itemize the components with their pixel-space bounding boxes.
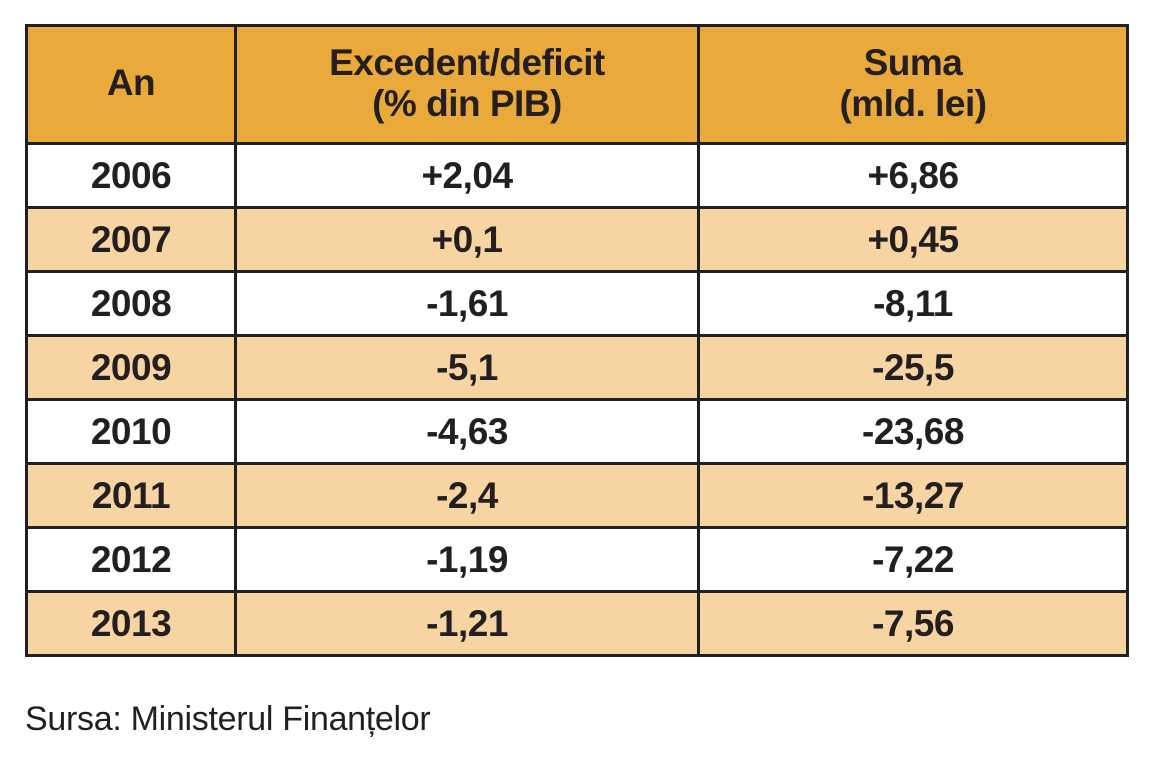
cell-sum: +0,45 — [697, 206, 1129, 273]
source-note: Sursa: Ministerul Finanțelor — [25, 700, 431, 738]
cell-year: 2007 — [25, 206, 237, 273]
table-row: 2013 -1,21 -7,56 — [25, 590, 1129, 657]
cell-sum: -7,22 — [697, 526, 1129, 593]
cell-percent: -4,63 — [234, 398, 700, 465]
cell-sum: -25,5 — [697, 334, 1129, 401]
cell-sum: -13,27 — [697, 462, 1129, 529]
cell-percent: -2,4 — [234, 462, 700, 529]
header-percent: Excedent/deficit (% din PIB) — [234, 24, 700, 145]
cell-sum: +6,86 — [697, 142, 1129, 209]
cell-sum: -8,11 — [697, 270, 1129, 337]
table-row: 2008 -1,61 -8,11 — [25, 270, 1129, 337]
deficit-table-container: An Excedent/deficit (% din PIB) Suma (ml… — [25, 24, 1129, 657]
table-row: 2007 +0,1 +0,45 — [25, 206, 1129, 273]
header-percent-label: Excedent/deficit — [329, 41, 605, 83]
cell-year: 2013 — [25, 590, 237, 657]
cell-sum: -7,56 — [697, 590, 1129, 657]
cell-year: 2008 — [25, 270, 237, 337]
cell-year: 2006 — [25, 142, 237, 209]
cell-percent: +0,1 — [234, 206, 700, 273]
cell-percent: -1,21 — [234, 590, 700, 657]
cell-year: 2011 — [25, 462, 237, 529]
cell-year: 2010 — [25, 398, 237, 465]
header-year-label: An — [106, 62, 156, 103]
cell-percent: +2,04 — [234, 142, 700, 209]
header-sum-label: Suma — [863, 41, 963, 83]
cell-percent: -1,19 — [234, 526, 700, 593]
header-sum-unit: (mld. lei) — [839, 82, 987, 124]
table-header: An Excedent/deficit (% din PIB) Suma (ml… — [25, 24, 1129, 145]
cell-percent: -1,61 — [234, 270, 700, 337]
cell-year: 2009 — [25, 334, 237, 401]
table-row: 2011 -2,4 -13,27 — [25, 462, 1129, 529]
header-row: An Excedent/deficit (% din PIB) Suma (ml… — [25, 24, 1129, 145]
cell-percent: -5,1 — [234, 334, 700, 401]
header-percent-unit: (% din PIB) — [372, 82, 562, 124]
deficit-table: An Excedent/deficit (% din PIB) Suma (ml… — [25, 24, 1129, 657]
table-row: 2009 -5,1 -25,5 — [25, 334, 1129, 401]
header-sum: Suma (mld. lei) — [697, 24, 1129, 145]
header-year: An — [25, 24, 237, 145]
table-row: 2012 -1,19 -7,22 — [25, 526, 1129, 593]
cell-sum: -23,68 — [697, 398, 1129, 465]
table-body: 2006 +2,04 +6,86 2007 +0,1 +0,45 2008 -1… — [25, 142, 1129, 657]
table-row: 2006 +2,04 +6,86 — [25, 142, 1129, 209]
table-row: 2010 -4,63 -23,68 — [25, 398, 1129, 465]
cell-year: 2012 — [25, 526, 237, 593]
